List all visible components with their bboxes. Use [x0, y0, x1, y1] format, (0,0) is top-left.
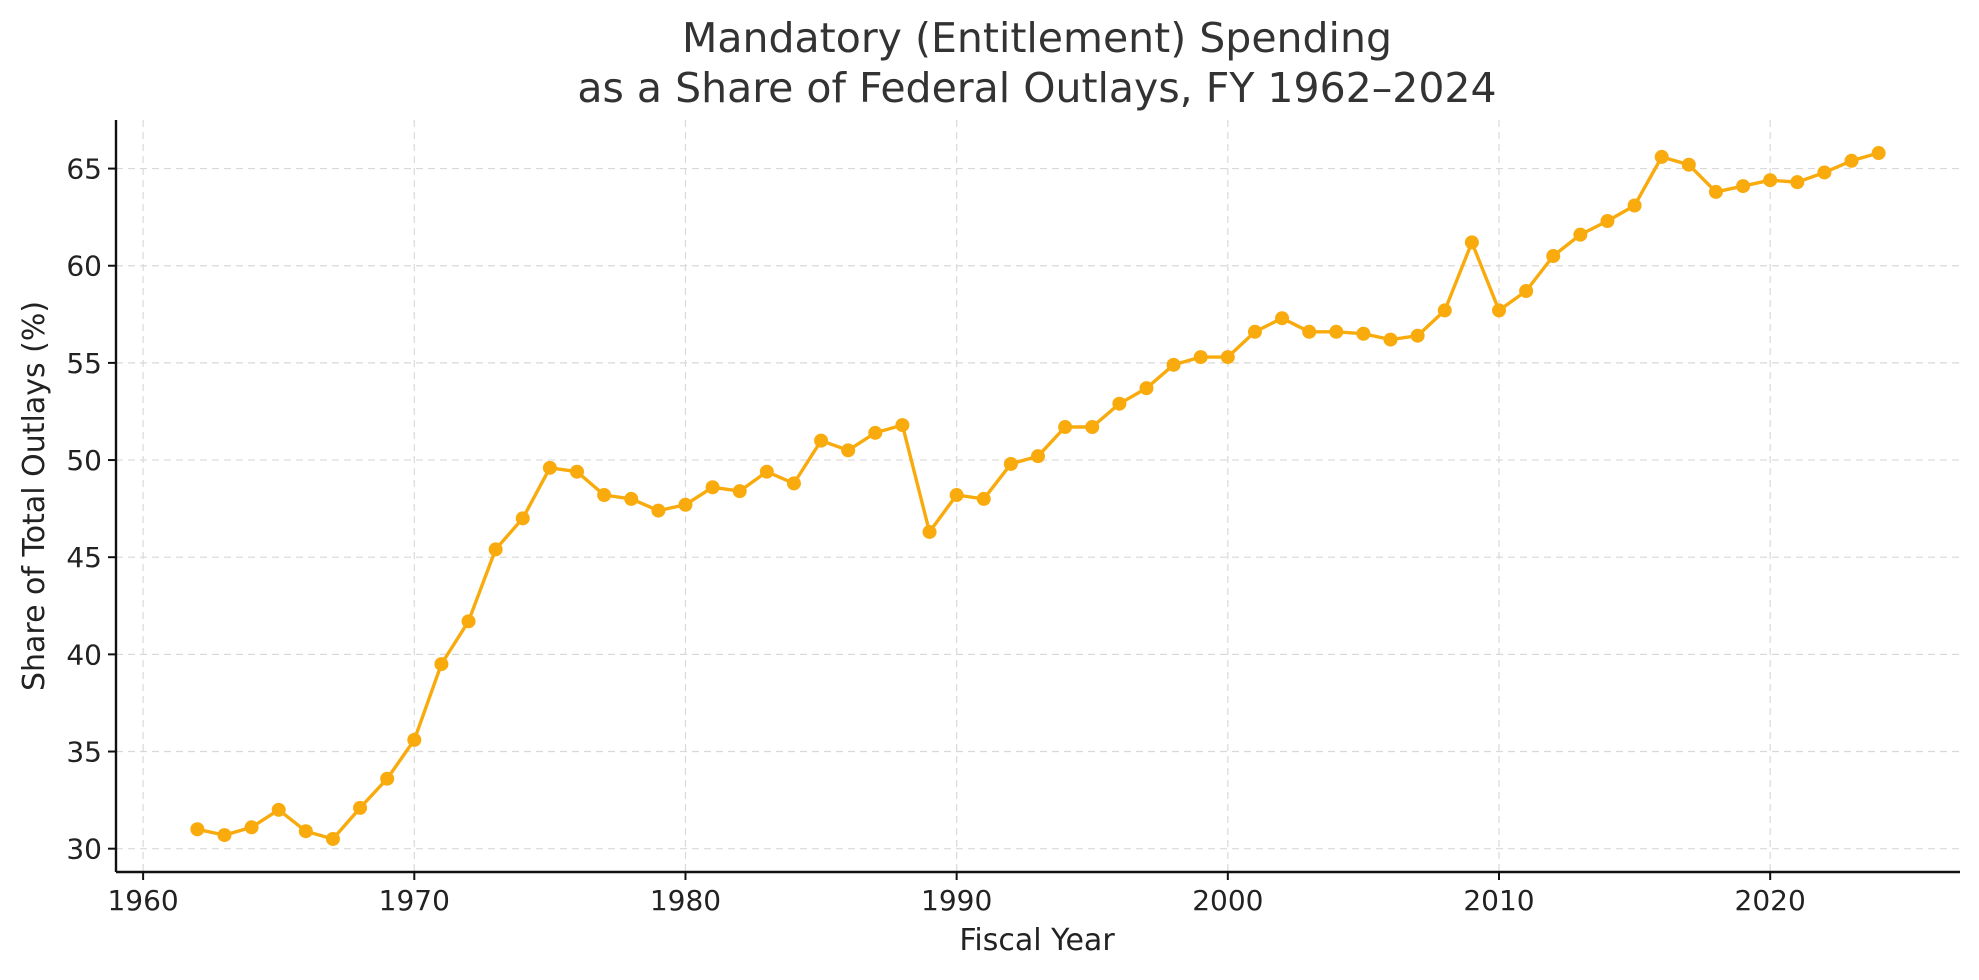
axis-ticks: 30 35 40 45 50 55 60 65 1960 1970 1980 1990 2000 2010… — [66, 153, 1805, 917]
y-tick-label: 50 — [66, 444, 102, 477]
data-point-1962 — [190, 822, 205, 837]
data-point-1977 — [597, 488, 612, 503]
data-point-1980 — [678, 497, 693, 512]
data-point-1976 — [570, 464, 584, 479]
data-point-2023 — [1844, 153, 1859, 168]
data-point-1972 — [461, 614, 476, 629]
data-point-2013 — [1573, 227, 1588, 242]
data-point-2021 — [1790, 175, 1805, 190]
y-tick-label: 55 — [66, 347, 102, 380]
data-point-1969 — [380, 771, 395, 786]
data-point-1990 — [949, 488, 964, 503]
y-axis-label: Share of Total Outlays (%) — [17, 301, 52, 691]
data-point-1982 — [732, 484, 747, 499]
data-point-1994 — [1058, 420, 1073, 435]
data-point-1987 — [868, 425, 883, 440]
data-point-1988 — [895, 418, 910, 433]
data-point-2009 — [1464, 235, 1479, 250]
data-point-2005 — [1356, 326, 1371, 341]
data-point-1985 — [814, 433, 829, 448]
data-point-2024 — [1871, 146, 1886, 161]
data-point-1997 — [1139, 381, 1154, 396]
x-tick-label: 2020 — [1735, 884, 1806, 917]
x-tick-label: 1970 — [379, 884, 450, 917]
x-tick-label: 1960 — [107, 884, 178, 917]
data-point-2001 — [1247, 324, 1262, 339]
data-point-2022 — [1817, 165, 1832, 180]
data-point-2015 — [1627, 198, 1642, 213]
data-point-1981 — [705, 480, 720, 495]
data-point-2012 — [1546, 249, 1561, 264]
data-point-1975 — [542, 460, 557, 475]
series-line — [197, 151, 1880, 841]
data-point-1974 — [515, 511, 530, 526]
data-point-2016 — [1654, 149, 1669, 164]
data-point-2000 — [1220, 350, 1235, 365]
data-point-1979 — [651, 503, 666, 518]
chart-title-line-1: Mandatory (Entitlement) Spending — [682, 14, 1392, 62]
data-point-2007 — [1410, 328, 1425, 343]
data-point-1964 — [244, 820, 259, 835]
data-point-1966 — [298, 824, 313, 839]
data-point-1963 — [217, 828, 232, 843]
series-layer — [190, 146, 1886, 846]
data-point-1998 — [1166, 357, 1181, 372]
data-point-1978 — [624, 491, 639, 506]
data-point-2010 — [1492, 303, 1506, 318]
data-point-1991 — [976, 491, 991, 506]
data-point-2014 — [1600, 214, 1615, 229]
data-point-2017 — [1681, 157, 1696, 172]
x-tick-label: 1980 — [650, 884, 721, 917]
data-point-2011 — [1519, 283, 1534, 298]
x-tick-label: 2000 — [1192, 884, 1263, 917]
data-point-2006 — [1383, 332, 1398, 347]
y-tick-label: 60 — [66, 250, 102, 283]
data-point-2018 — [1708, 184, 1723, 199]
data-point-2004 — [1329, 324, 1344, 339]
data-point-1996 — [1112, 396, 1127, 411]
chart-title-line-2: as a Share of Federal Outlays, FY 1962–2… — [577, 64, 1496, 112]
y-tick-label: 35 — [66, 736, 102, 769]
data-point-2020 — [1763, 173, 1778, 188]
grid — [116, 120, 1960, 872]
data-point-2003 — [1302, 324, 1317, 339]
data-point-1986 — [841, 443, 856, 458]
data-point-1967 — [325, 831, 340, 846]
data-point-1984 — [786, 476, 801, 491]
y-tick-label: 30 — [66, 833, 102, 866]
y-tick-label: 65 — [66, 153, 102, 186]
data-point-1995 — [1085, 420, 1100, 435]
data-point-1993 — [1031, 449, 1045, 464]
x-axis-label: Fiscal Year — [959, 923, 1115, 958]
data-point-1970 — [407, 732, 422, 747]
data-point-2002 — [1275, 311, 1290, 326]
data-point-1999 — [1193, 350, 1208, 365]
data-point-2019 — [1736, 179, 1751, 194]
data-point-1973 — [488, 542, 503, 557]
y-tick-label: 40 — [66, 638, 102, 671]
data-point-1983 — [759, 464, 774, 479]
data-point-1965 — [271, 802, 286, 817]
data-point-1989 — [922, 524, 937, 539]
x-tick-label: 1990 — [921, 884, 992, 917]
data-point-1968 — [353, 800, 368, 815]
data-point-1992 — [1003, 456, 1018, 471]
y-tick-label: 45 — [66, 541, 102, 574]
data-point-1971 — [434, 657, 449, 672]
data-point-2008 — [1437, 303, 1452, 318]
x-tick-label: 2010 — [1463, 884, 1534, 917]
